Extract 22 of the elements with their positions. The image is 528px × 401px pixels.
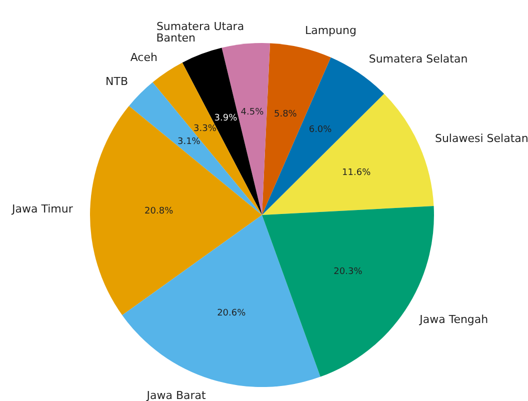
slice-label: Jawa Timur <box>11 202 74 216</box>
slice-label: Sumatera Utara <box>156 20 244 34</box>
data-label: 3.3% <box>194 124 217 134</box>
data-label: 20.6% <box>217 308 246 319</box>
data-label: 4.5% <box>240 107 264 118</box>
data-label: 5.8% <box>274 109 298 120</box>
slice-label: Jawa Tengah <box>418 313 488 326</box>
slice-label: Sumatera Selatan <box>368 52 468 66</box>
slice-label: Jawa Barat <box>146 389 207 401</box>
slice-label: Aceh <box>130 50 158 64</box>
data-label: 3.1% <box>177 137 201 148</box>
data-label: 20.8% <box>144 206 174 217</box>
data-label: 6.0% <box>308 124 332 135</box>
pie-slice <box>262 43 331 215</box>
pie-slice <box>262 94 434 215</box>
data-label: 11.6% <box>342 168 372 178</box>
slice-label: Lampung <box>304 24 356 38</box>
slice-label: NTB <box>106 74 128 88</box>
data-label: 3.9% <box>214 113 238 124</box>
slice-label: Sulawesi Selatan <box>434 132 528 145</box>
data-label: 20.3% <box>334 267 363 278</box>
slice-label: Banten <box>156 31 196 44</box>
